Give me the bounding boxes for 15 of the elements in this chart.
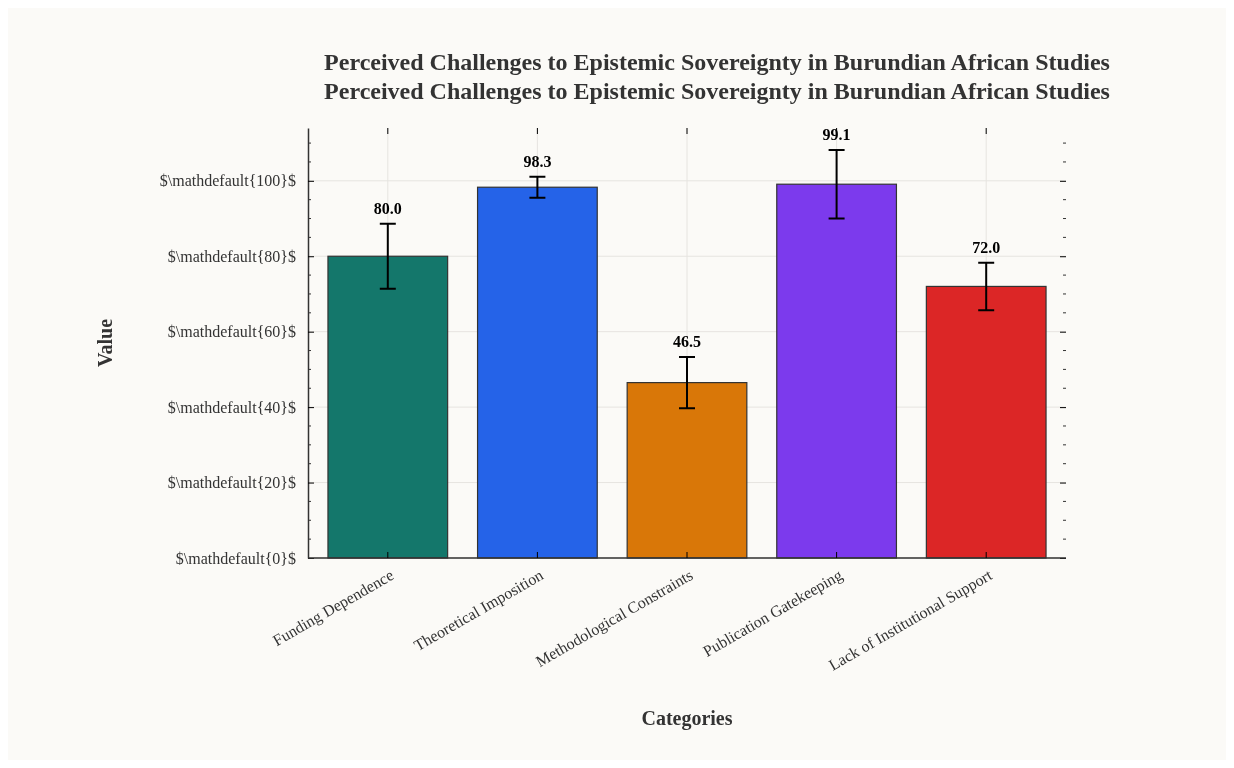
data-label: 46.5 <box>673 332 701 350</box>
data-label: 99.1 <box>822 125 851 143</box>
data-label: 72.0 <box>972 238 1001 256</box>
y-tick-label: $\mathdefault{40}$ <box>167 398 296 416</box>
y-tick-label: $\mathdefault{20}$ <box>167 474 296 492</box>
chart-subtitle: Perceived Challenges to Epistemic Sovereignty in Burundian African Studies <box>324 78 1110 104</box>
y-tick-label: $\mathdefault{100}$ <box>159 172 296 190</box>
data-label: 80.0 <box>373 199 402 217</box>
y-tick-label: $\mathdefault{60}$ <box>167 323 296 341</box>
y-tick-label: $\mathdefault{0}$ <box>175 549 296 567</box>
y-axis-title: Value <box>94 318 116 368</box>
chart-title: Perceived Challenges to Epistemic Sovereignty in Burundian African Studies <box>324 49 1110 75</box>
x-axis-title: Categories <box>641 707 733 730</box>
data-label: 98.3 <box>523 152 552 170</box>
y-tick-label: $\mathdefault{80}$ <box>167 247 296 265</box>
